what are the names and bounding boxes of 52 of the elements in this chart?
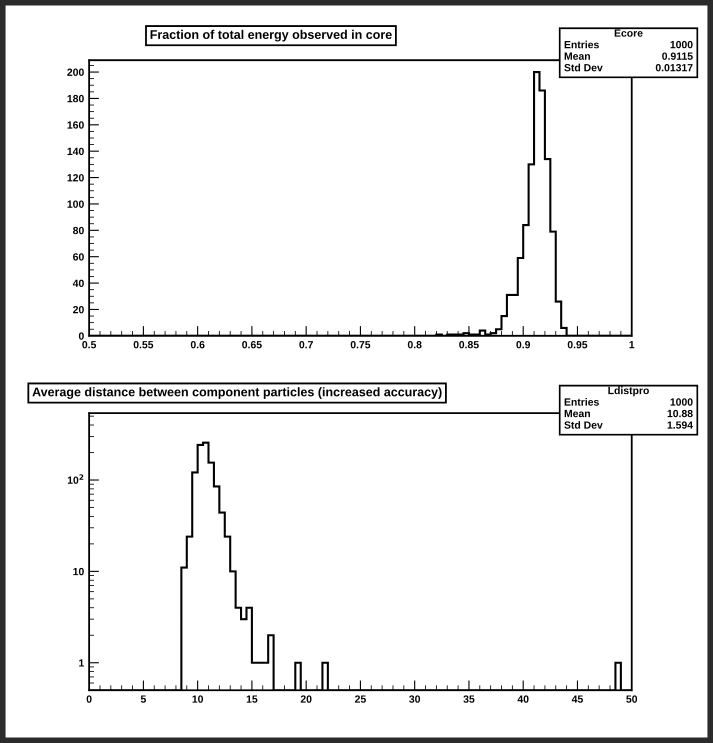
text: 1000 [670, 398, 693, 406]
y-tick-label: 100 [68, 200, 84, 208]
y-tick-label: 40 [72, 280, 84, 287]
x-tick-label: 0.7 [299, 340, 313, 348]
text: 0.01317 [656, 64, 693, 72]
text: 1.594 [668, 421, 693, 429]
x-tick-label: 10 [192, 695, 204, 703]
x-tick-label: 5 [140, 695, 146, 703]
text: 10.88 [668, 410, 693, 418]
y-tick-label: 20 [73, 306, 84, 314]
y-tick-label: 180 [68, 94, 84, 102]
text: 1000 [670, 40, 693, 48]
x-tick-label: 20 [300, 695, 312, 703]
text: Entries [564, 398, 599, 406]
x-tick-label: 1 [629, 341, 634, 348]
x-tick-label: 0.9 [516, 340, 530, 348]
annotation: Std Dev [564, 421, 603, 429]
y-tick-label: 0 [78, 332, 84, 340]
x-tick-label: 35 [463, 695, 474, 703]
x-tick-label: 0.55 [134, 340, 154, 348]
text: Entries [564, 40, 599, 48]
y-tick-label: 80 [73, 226, 84, 234]
annotation: Std Dev [564, 64, 603, 72]
x-tick-label: 30 [409, 695, 420, 703]
x-tick-label: 0.8 [408, 340, 422, 348]
chart-title: Average distance between component particles (increased accuracy) [32, 387, 442, 399]
y-tick-label: 140 [68, 148, 84, 156]
annotation: Mean [564, 410, 590, 418]
x-tick-label: 0.75 [350, 340, 370, 348]
text: Ldistpro [608, 386, 649, 396]
text: 0.9115 [662, 52, 693, 60]
x-tick-label: 0 [86, 695, 92, 703]
text: Mean [564, 52, 590, 60]
y-tick-label: 200 [67, 68, 84, 76]
x-tick-label: 40 [518, 695, 529, 703]
y-tick-label: 120 [68, 174, 84, 182]
text: Ecore [614, 30, 643, 37]
y-tick-label: 10$^{2}$ [68, 474, 84, 484]
x-tick-label: 0.65 [242, 340, 262, 348]
x-tick-label: 50 [626, 695, 638, 703]
x-tick-label: 0.85 [459, 340, 479, 348]
x-tick-label: 0.5 [82, 340, 96, 348]
chart-title: Fraction of total energy observed in core [150, 30, 392, 42]
x-tick-label: 25 [354, 695, 366, 703]
y-tick-label: 160 [68, 121, 84, 129]
x-tick-label: 45 [572, 695, 583, 703]
x-tick-label: 0.95 [568, 340, 588, 348]
y-tick-label: 60 [73, 253, 84, 261]
x-tick-label: 15 [246, 695, 258, 703]
x-tick-label: 0.6 [190, 340, 205, 348]
y-tick-label: 10 [73, 568, 84, 576]
y-tick-label: 1 [79, 659, 84, 667]
